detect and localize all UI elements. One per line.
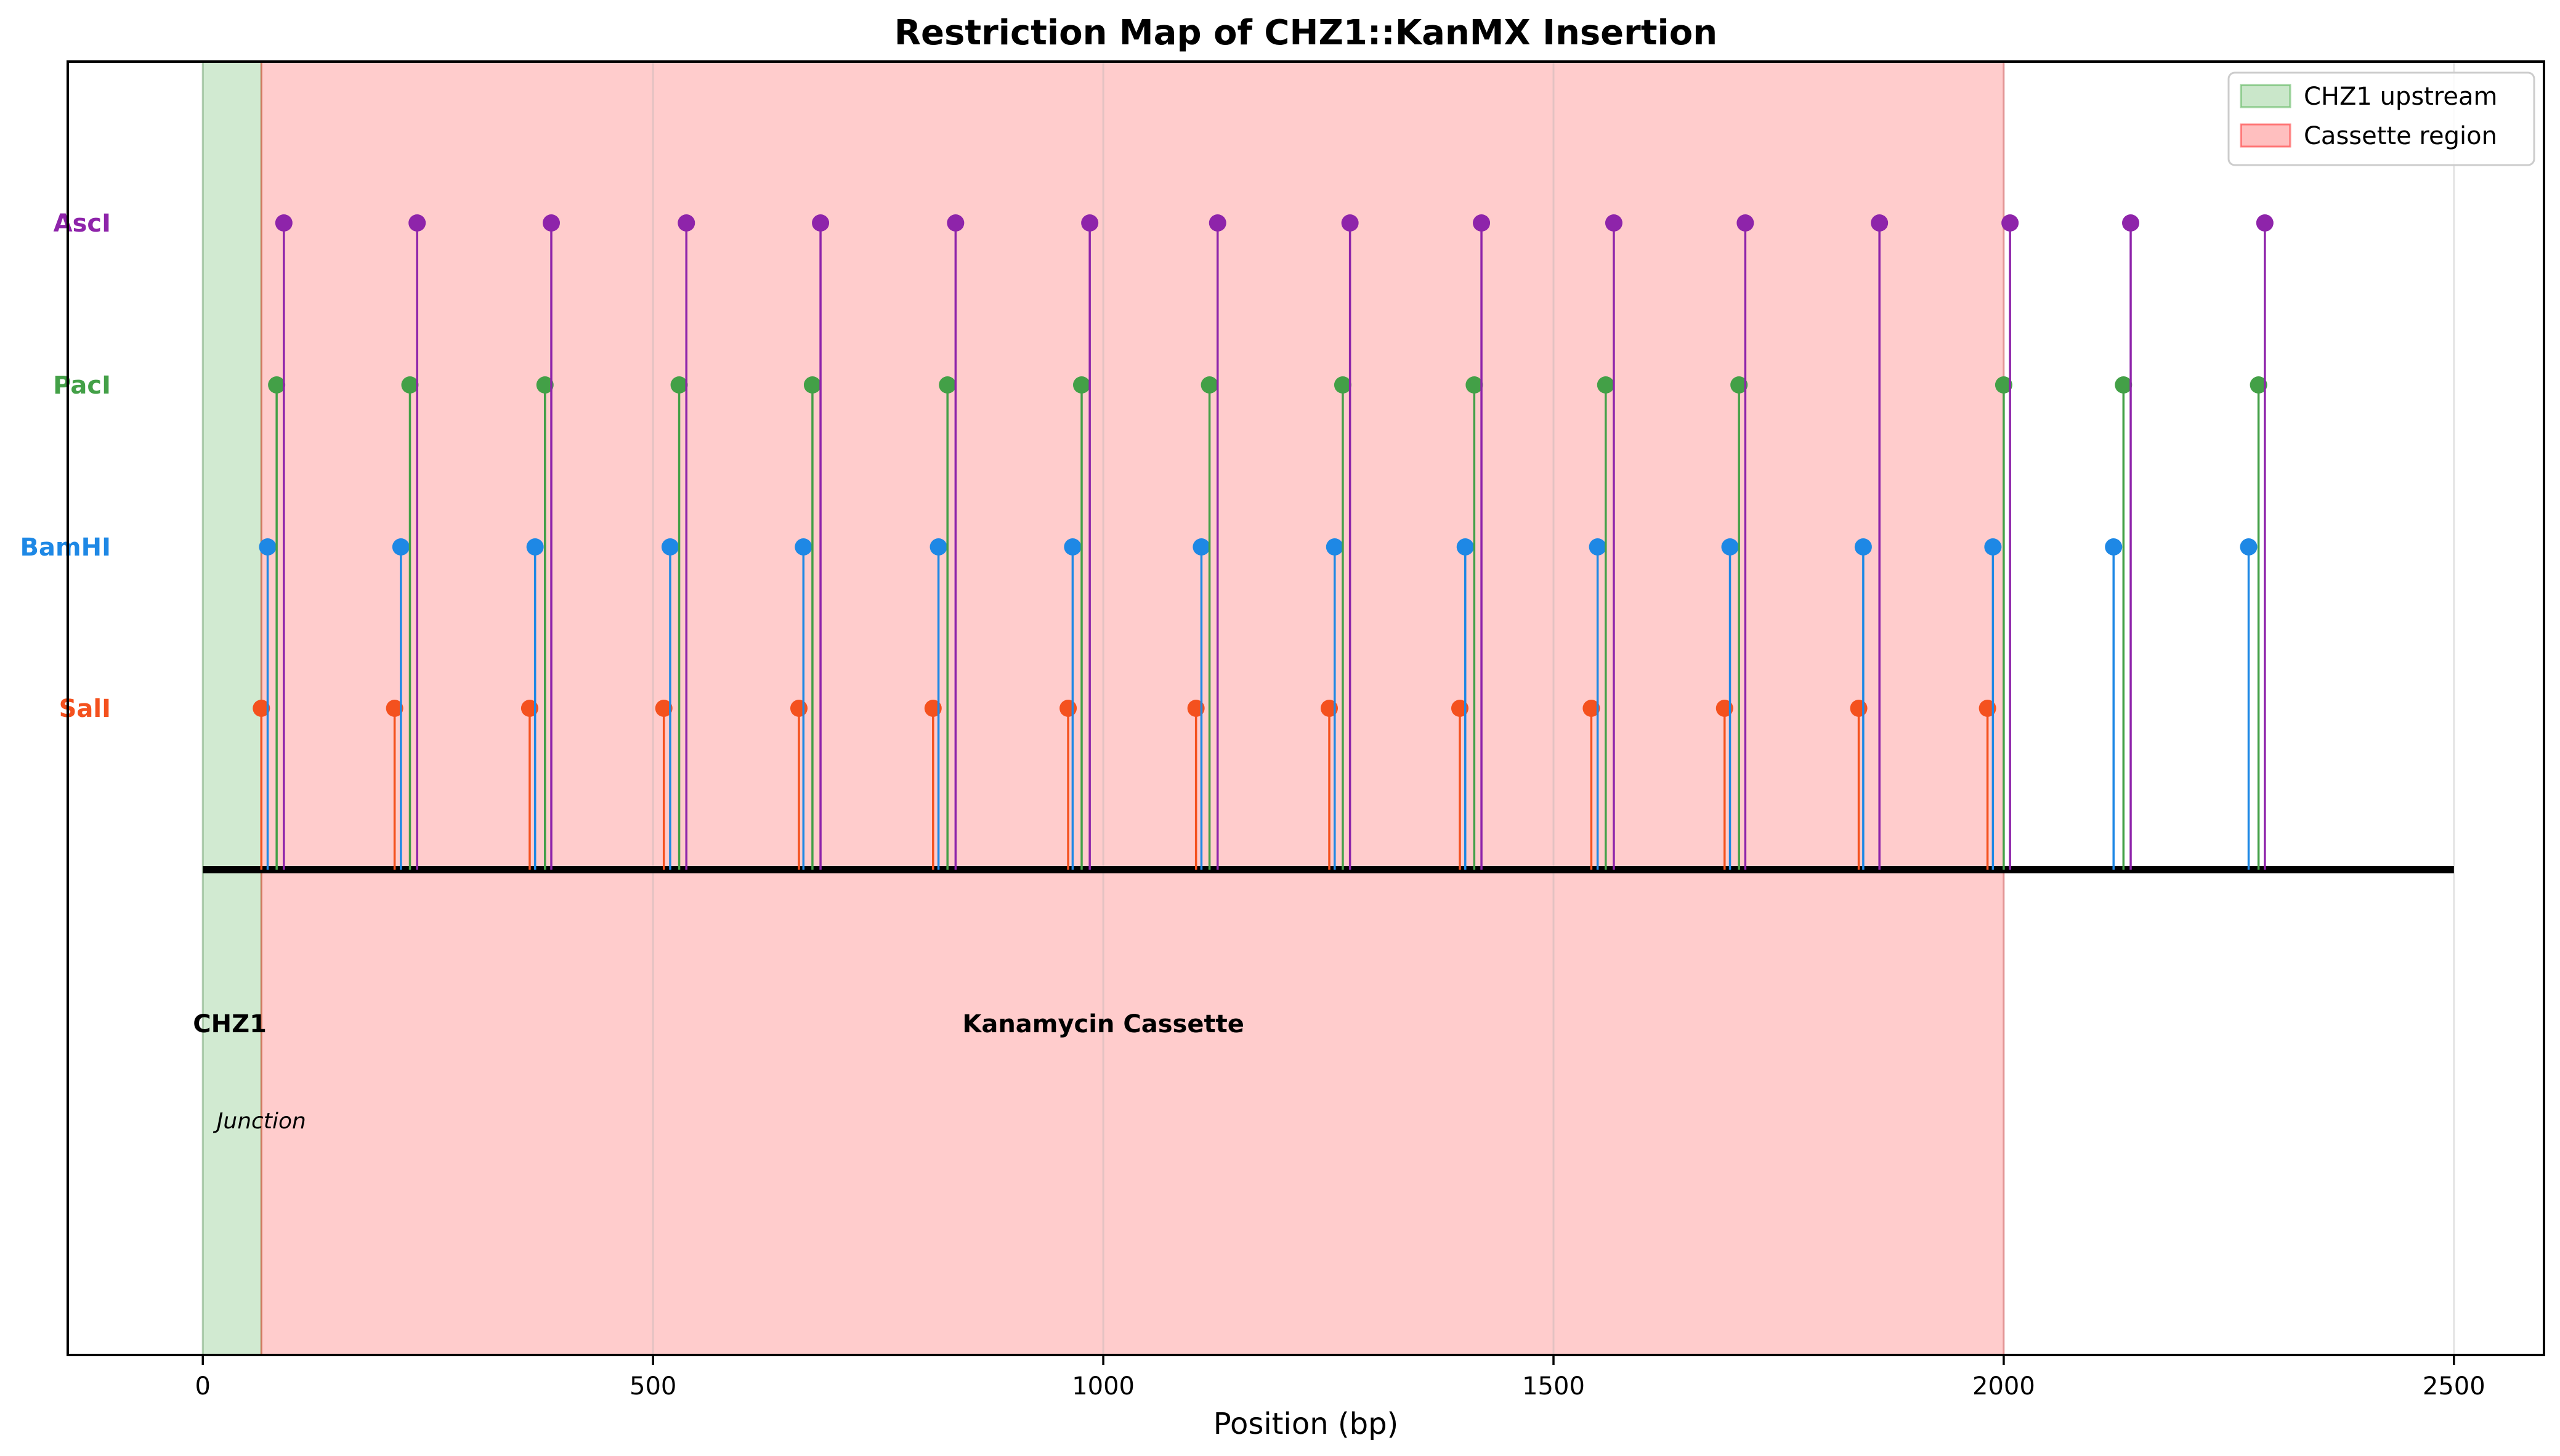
- sali-site-0: [253, 700, 270, 717]
- bamhi-site-15: [2240, 538, 2258, 556]
- asci-site-7: [1209, 214, 1226, 232]
- bamhi-site-13: [1984, 538, 2002, 556]
- legend-swatch-1: [2240, 123, 2291, 148]
- legend: CHZ1 upstream Cassette region: [2227, 71, 2535, 166]
- enzyme-label-asci: AscI: [54, 209, 111, 238]
- legend-label-0: CHZ1 upstream: [2304, 83, 2498, 111]
- bamhi-site-7: [1193, 538, 1210, 556]
- asci-site-0: [275, 214, 293, 232]
- sali-site-8: [1321, 700, 1339, 717]
- bamhi-site-14: [2105, 538, 2123, 556]
- bamhi-site-2: [526, 538, 544, 556]
- asci-site-5: [947, 214, 965, 232]
- paci-site-12: [1995, 376, 2012, 394]
- x-axis-label: Position (bp): [1213, 1407, 1399, 1441]
- paci-site-7: [1201, 376, 1218, 394]
- bamhi-site-3: [661, 538, 679, 556]
- paci-site-13: [2115, 376, 2133, 394]
- chart-title: Restriction Map of CHZ1::KanMX Insertion: [894, 13, 1717, 53]
- bamhi-site-8: [1326, 538, 1343, 556]
- asci-site-14: [2122, 214, 2140, 232]
- region-0: [201, 60, 262, 1356]
- x-tick-label-0: 0: [195, 1372, 211, 1401]
- region-label-1: Kanamycin Cassette: [962, 1010, 1244, 1038]
- paci-site-2: [536, 376, 554, 394]
- plot-frame: [67, 60, 2545, 1356]
- asci-site-13: [2001, 214, 2019, 232]
- asci-site-11: [1736, 214, 1754, 232]
- sali-site-2: [521, 700, 538, 717]
- asci-site-3: [678, 214, 695, 232]
- paci-site-10: [1597, 376, 1614, 394]
- sali-site-1: [386, 700, 403, 717]
- x-tick-label-1000: 1000: [1072, 1372, 1135, 1401]
- bamhi-site-0: [259, 538, 277, 556]
- sali-site-10: [1582, 700, 1600, 717]
- bamhi-site-12: [1854, 538, 1872, 556]
- sali-site-7: [1187, 700, 1205, 717]
- asci-site-15: [2256, 214, 2274, 232]
- sali-site-6: [1059, 700, 1077, 717]
- x-tick-label-500: 500: [630, 1372, 676, 1401]
- junction-label: Junction: [213, 1109, 306, 1134]
- sali-site-11: [1715, 700, 1733, 717]
- bamhi-site-4: [795, 538, 812, 556]
- paci-site-5: [939, 376, 957, 394]
- asci-site-9: [1473, 214, 1491, 232]
- paci-site-6: [1073, 376, 1091, 394]
- paci-site-4: [803, 376, 821, 394]
- sali-site-3: [655, 700, 673, 717]
- asci-site-8: [1341, 214, 1359, 232]
- sali-site-12: [1850, 700, 1868, 717]
- x-axis: 0 500 1000 1500 2000 2500: [195, 1355, 2485, 1401]
- asci-site-4: [812, 214, 830, 232]
- paci-site-1: [401, 376, 419, 394]
- asci-site-12: [1871, 214, 1889, 232]
- enzyme-label-bamhi: BamHI: [20, 533, 111, 562]
- paci-site-0: [268, 376, 286, 394]
- bamhi-site-10: [1589, 538, 1606, 556]
- bamhi-site-1: [392, 538, 410, 556]
- legend-label-1: Cassette region: [2304, 122, 2497, 150]
- asci-site-2: [542, 214, 560, 232]
- region-label-0: CHZ1: [193, 1010, 267, 1038]
- asci-site-10: [1605, 214, 1622, 232]
- x-tick-label-2500: 2500: [2423, 1372, 2485, 1401]
- bamhi-site-6: [1064, 538, 1082, 556]
- legend-swatch-0: [2240, 84, 2291, 108]
- paci-site-14: [2250, 376, 2267, 394]
- paci-site-11: [1730, 376, 1748, 394]
- asci-site-6: [1081, 214, 1099, 232]
- sali-site-4: [790, 700, 808, 717]
- bamhi-site-5: [930, 538, 947, 556]
- paci-site-9: [1465, 376, 1483, 394]
- bamhi-site-11: [1721, 538, 1739, 556]
- legend-box: [2227, 71, 2535, 166]
- x-tick-label-2000: 2000: [1972, 1372, 2035, 1401]
- x-tick-label-1500: 1500: [1522, 1372, 1585, 1401]
- asci-site-1: [408, 214, 426, 232]
- sali-site-9: [1451, 700, 1468, 717]
- sali-site-5: [924, 700, 942, 717]
- sali-site-13: [1979, 700, 1996, 717]
- labels-layer: CHZ1 Kanamycin Cassette Junction: [193, 1010, 1244, 1134]
- enzyme-label-paci: PacI: [53, 371, 111, 400]
- paci-site-3: [670, 376, 688, 394]
- bamhi-site-9: [1456, 538, 1474, 556]
- paci-site-8: [1334, 376, 1351, 394]
